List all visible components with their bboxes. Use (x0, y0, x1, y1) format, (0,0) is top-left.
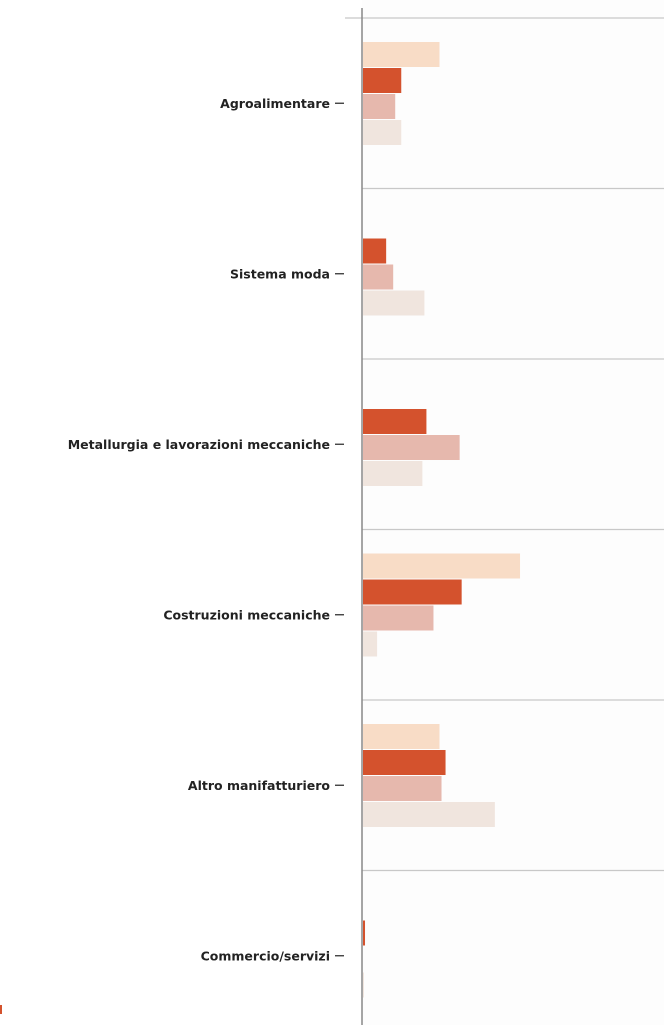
category-label: Metallurgia e lavorazioni meccaniche (68, 437, 330, 452)
category-label: Commercio/servizi (201, 948, 330, 963)
category-gridlines (345, 17, 664, 872)
bar (363, 972, 365, 998)
category-labels: Agroalimentare Sistema moda Metallurgia e … (68, 96, 344, 963)
bar (363, 553, 521, 579)
category-label: Altro manifatturiero (188, 778, 330, 793)
bar (363, 435, 460, 460)
bars (363, 42, 521, 998)
category-label: Agroalimentare (220, 96, 330, 111)
category-label: Sistema moda (230, 266, 330, 281)
category-label: Costruzioni meccaniche (163, 607, 330, 622)
bar (363, 579, 462, 605)
bar (363, 42, 440, 67)
bar (363, 238, 387, 264)
bar (363, 264, 394, 290)
bar (363, 724, 440, 749)
bar (363, 920, 366, 946)
bar (363, 750, 446, 775)
bar (363, 605, 434, 631)
bar (363, 290, 425, 316)
edge-mark (0, 1005, 2, 1014)
bar (363, 68, 402, 93)
bar (363, 120, 402, 145)
plot-background (362, 0, 664, 1025)
bar (363, 631, 378, 657)
bar (363, 776, 442, 801)
bar (363, 461, 423, 486)
bar (363, 409, 427, 434)
bar (363, 94, 396, 119)
bar (363, 802, 495, 827)
